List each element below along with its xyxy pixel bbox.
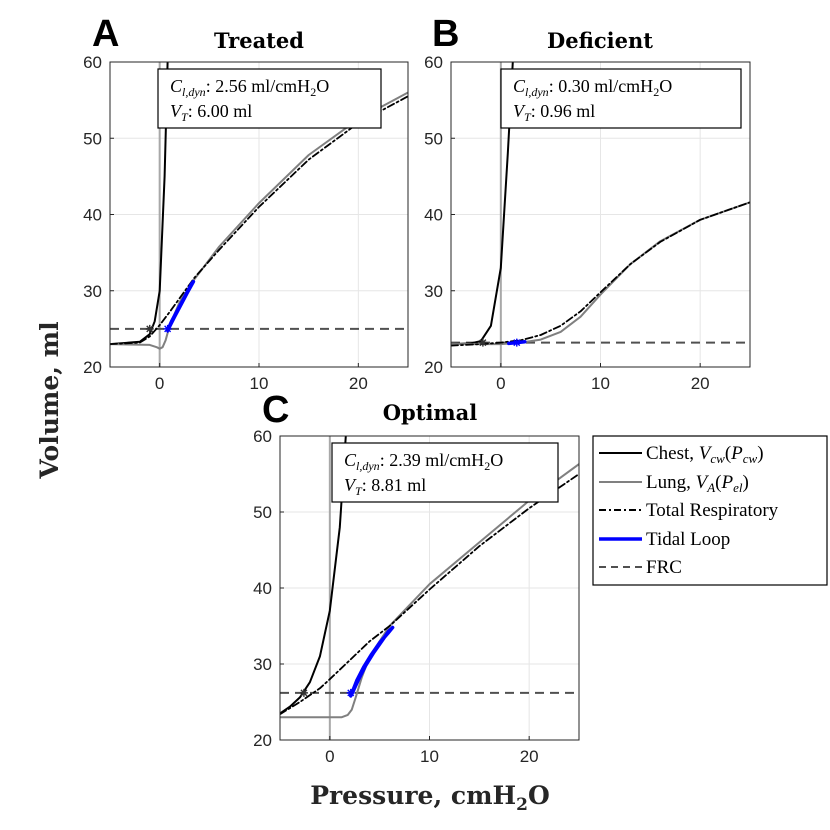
y-tick-label: 40 (424, 206, 443, 225)
panel-title-treated: Treated (214, 28, 304, 53)
y-tick-label: 30 (83, 282, 102, 301)
x-tick-label: 0 (496, 374, 505, 393)
tidal-volume-label-c: VT: 8.81 ml (344, 475, 426, 498)
compliance-label-a: Cl,dyn: 2.56 ml/cmH2O (170, 76, 329, 99)
legend-item-lung: Lung, VA(Pel) (599, 472, 749, 495)
legend-label-lung: Lung, VA(Pel) (646, 472, 749, 495)
chest-curve-c (280, 436, 347, 715)
compliance-label-c: Cl,dyn: 2.39 ml/cmH2O (344, 450, 503, 473)
y-tick-label: 20 (424, 358, 443, 377)
x-axis-label: Pressure, cmH2O (310, 781, 550, 815)
y-tick-label: 50 (424, 129, 443, 148)
x-tick-label: 10 (591, 374, 610, 393)
x-tick-label: 20 (520, 747, 539, 766)
y-tick-label: 60 (253, 427, 272, 446)
panel-title-deficient: Deficient (547, 28, 653, 53)
annotation-box-b: Cl,dyn: 0.30 ml/cmH2O VT: 0.96 ml (500, 68, 742, 129)
y-tick-label: 50 (83, 129, 102, 148)
panel-label-c: C (262, 389, 289, 431)
total-respiratory-curve-b (451, 201, 750, 347)
x-tick-label: 0 (325, 747, 334, 766)
y-tick-label: 40 (253, 579, 272, 598)
panel-deficient: B Deficient 0 10 20 20 30 40 50 60 Cl,dyn: 0.30… (424, 13, 751, 393)
y-axis-label: Volume, ml (35, 321, 64, 479)
x-tick-label: 0 (155, 374, 164, 393)
point-marker-c (299, 688, 308, 697)
point-marker-c (346, 688, 355, 697)
x-tick-label: 20 (349, 374, 368, 393)
y-tick-label: 30 (424, 282, 443, 301)
total-respiratory-curve-a (110, 95, 408, 346)
legend-item-chest: Chest, Vcw(Pcw) (599, 443, 764, 466)
annotation-box-c: Cl,dyn: 2.39 ml/cmH2O VT: 8.81 ml (331, 442, 559, 503)
y-tick-label: 50 (253, 503, 272, 522)
tidal-volume-label-a: VT: 6.00 ml (170, 101, 252, 124)
total-respiratory-curve-c (280, 473, 579, 716)
legend-label-frc: FRC (646, 557, 682, 578)
tidal-loop-c (349, 625, 395, 698)
legend-item-tidal: Tidal Loop (599, 529, 730, 550)
y-tick-label: 20 (253, 731, 272, 750)
point-marker-a (163, 324, 172, 333)
x-tick-label: 10 (250, 374, 269, 393)
tidal-volume-label-b: VT: 0.96 ml (513, 101, 595, 124)
panel-optimal: C Optimal 0 10 20 20 30 40 50 60 Cl,dyn: 2.39 m… (253, 389, 580, 766)
annotation-box-a: Cl,dyn: 2.56 ml/cmH2O VT: 6.00 ml (157, 68, 382, 129)
y-tick-label: 40 (83, 206, 102, 225)
point-marker-b (478, 338, 487, 347)
legend-item-total: Total Respiratory (599, 500, 779, 521)
legend-label-chest: Chest, Vcw(Pcw) (646, 443, 764, 466)
x-tick-label: 10 (420, 747, 439, 766)
point-marker-b (512, 338, 521, 347)
panel-label-b: B (432, 13, 459, 55)
panel-label-a: A (92, 13, 119, 55)
panel-title-optimal: Optimal (383, 400, 477, 425)
y-tick-label: 60 (424, 53, 443, 72)
y-tick-label: 30 (253, 655, 272, 674)
legend-label-tidal: Tidal Loop (646, 529, 730, 550)
y-tick-label: 20 (83, 358, 102, 377)
tidal-loop-a (165, 279, 196, 333)
point-marker-a (145, 324, 154, 333)
legend-item-frc: FRC (599, 557, 682, 578)
y-tick-label: 60 (83, 53, 102, 72)
x-tick-label: 20 (691, 374, 710, 393)
legend-label-total: Total Respiratory (646, 500, 779, 521)
legend: Chest, Vcw(Pcw) Lung, VA(Pel) Total Resp… (592, 435, 828, 586)
panel-treated: A Treated 0 10 20 20 30 40 50 60 Cl,dyn: 2.56 m… (83, 13, 409, 393)
compliance-label-b: Cl,dyn: 0.30 ml/cmH2O (513, 76, 672, 99)
